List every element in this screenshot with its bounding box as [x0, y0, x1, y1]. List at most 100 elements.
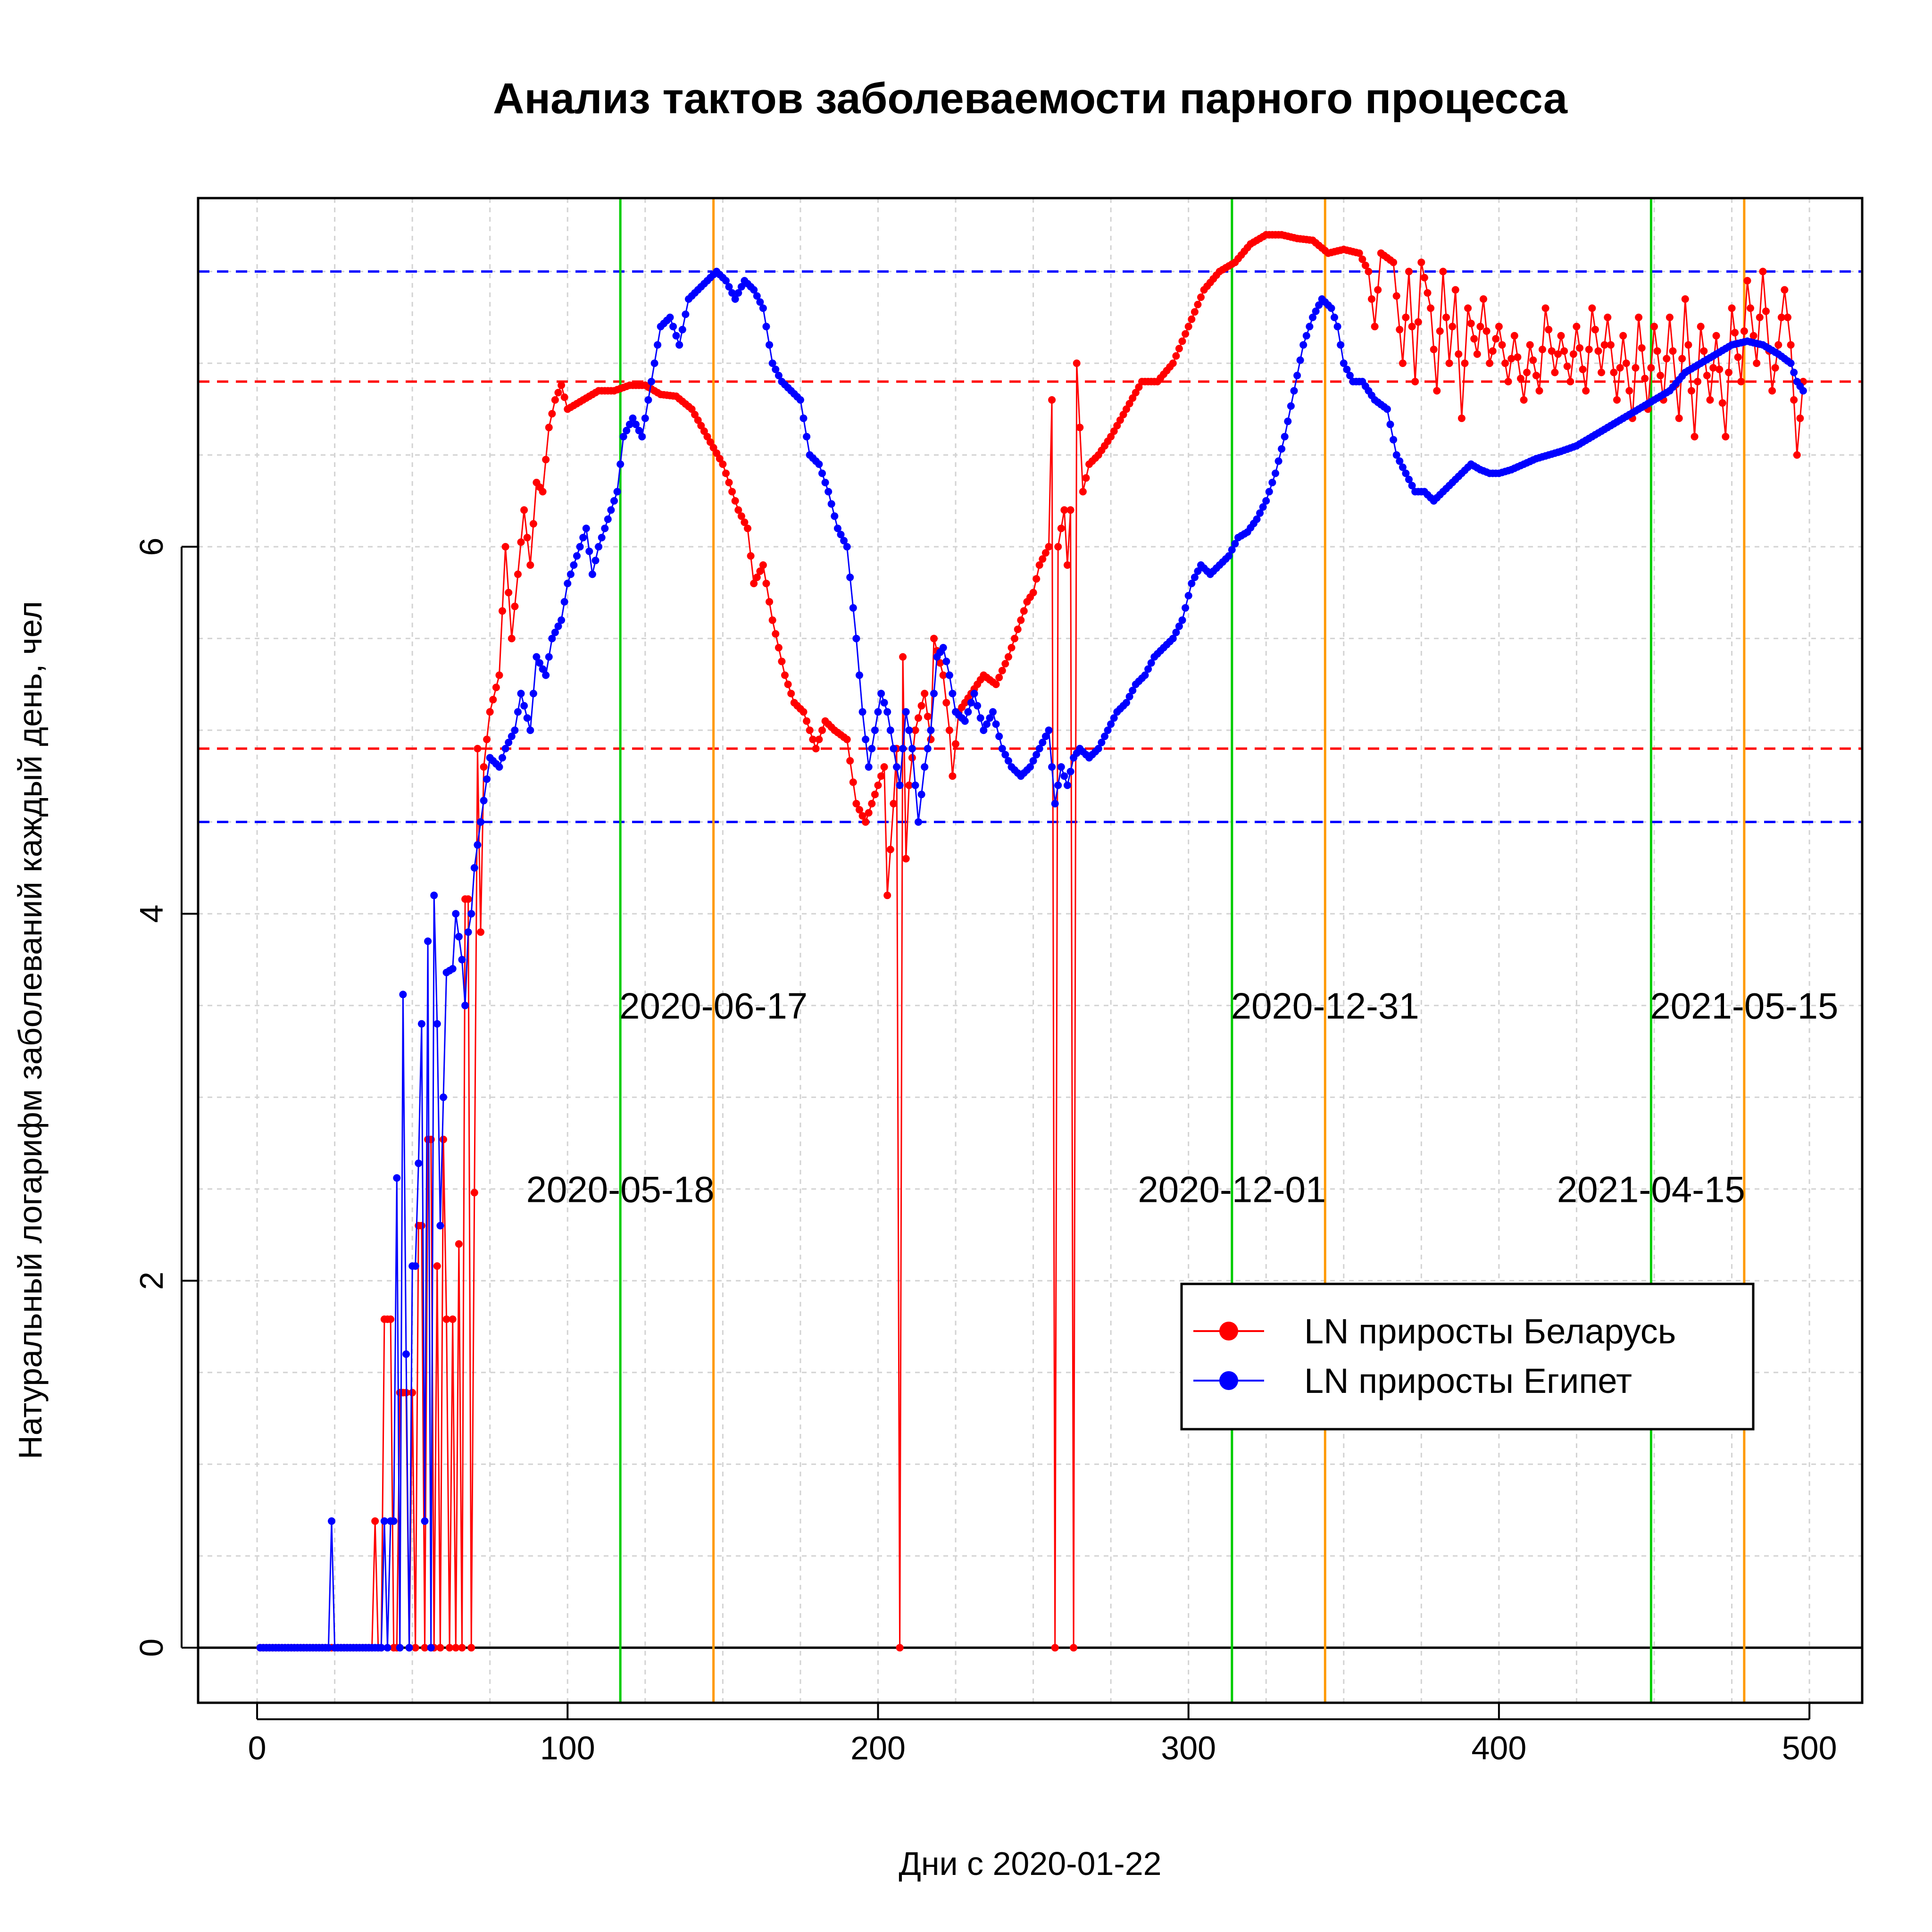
data-point	[1756, 313, 1764, 321]
data-point	[380, 1517, 388, 1525]
data-point	[939, 671, 947, 679]
data-point	[672, 332, 680, 340]
data-point	[1312, 307, 1320, 315]
data-point	[542, 671, 550, 679]
data-point	[915, 714, 922, 722]
data-point	[787, 690, 795, 698]
data-point	[1688, 387, 1695, 395]
grid	[198, 198, 1862, 1703]
data-point	[1759, 267, 1767, 275]
data-point	[902, 855, 910, 863]
data-point	[1681, 295, 1689, 303]
data-point	[591, 557, 600, 565]
data-point	[886, 726, 894, 734]
data-point	[815, 735, 823, 743]
data-point	[383, 1644, 391, 1652]
data-point	[1004, 757, 1012, 765]
data-point	[1408, 482, 1416, 490]
data-point	[1315, 301, 1323, 309]
data-point	[852, 799, 860, 808]
data-point	[470, 864, 478, 872]
data-point	[945, 726, 953, 734]
data-point	[1557, 332, 1565, 340]
data-point	[1041, 733, 1049, 741]
data-point	[1725, 368, 1732, 376]
data-point	[1284, 417, 1292, 425]
data-point	[852, 634, 860, 642]
data-point	[846, 574, 854, 581]
data-point	[424, 937, 432, 945]
data-point	[520, 702, 528, 710]
data-point	[1715, 366, 1724, 374]
legend-item: LN приросты Египет	[1193, 1361, 1632, 1400]
data-point	[1110, 714, 1118, 722]
data-point	[442, 1315, 450, 1323]
data-point	[1411, 378, 1419, 385]
data-point	[917, 702, 925, 710]
data-point	[1520, 396, 1528, 404]
data-point	[402, 1350, 410, 1358]
data-point	[505, 589, 513, 597]
data-point	[536, 659, 543, 667]
data-point	[1480, 295, 1487, 303]
data-point	[1048, 396, 1056, 404]
data-point	[508, 733, 516, 741]
data-point	[803, 717, 811, 725]
data-point	[1489, 347, 1497, 355]
data-point	[725, 283, 733, 291]
data-point	[585, 547, 593, 555]
data-point	[1405, 475, 1413, 483]
data-point	[890, 745, 898, 753]
data-point	[582, 525, 590, 533]
data-point	[1402, 469, 1410, 477]
data-point	[1306, 323, 1314, 331]
data-point	[1666, 313, 1674, 321]
data-point	[396, 1644, 404, 1652]
data-point	[762, 323, 770, 331]
data-point	[809, 735, 817, 743]
y-tick-label: 2	[133, 1272, 170, 1290]
data-point	[766, 598, 774, 606]
data-point	[607, 506, 615, 514]
data-point	[1653, 347, 1661, 355]
data-point	[1287, 402, 1295, 410]
data-point	[799, 708, 808, 716]
data-point	[905, 726, 913, 734]
data-point	[1293, 372, 1301, 380]
data-point	[1396, 457, 1404, 465]
data-point	[623, 426, 631, 434]
legend-box	[1180, 1282, 1755, 1431]
data-point	[1598, 368, 1606, 376]
data-point	[1616, 364, 1624, 372]
data-point	[952, 740, 959, 748]
data-point	[924, 745, 932, 753]
data-point	[523, 714, 531, 722]
data-point	[992, 680, 1000, 688]
data-point	[433, 1020, 441, 1028]
data-point	[564, 580, 572, 587]
data-point	[638, 433, 646, 441]
annotations: 2020-05-18 2020-06-17 2020-12-01 2020-12-31…	[526, 985, 1839, 1210]
data-point	[874, 781, 882, 789]
data-point	[551, 396, 559, 404]
data-point	[511, 726, 519, 734]
data-point	[1731, 329, 1739, 337]
data-point	[1768, 387, 1776, 395]
data-point	[1526, 341, 1534, 349]
data-point	[840, 537, 848, 545]
data-point	[1663, 355, 1671, 363]
data-point	[464, 895, 472, 903]
data-point	[390, 1517, 398, 1525]
data-point	[921, 763, 929, 771]
data-point	[1386, 420, 1394, 428]
data-point	[619, 433, 627, 441]
data-point	[551, 628, 559, 636]
data-point	[1054, 543, 1062, 551]
data-point	[1709, 364, 1717, 372]
data-point	[880, 763, 888, 771]
data-point	[1573, 323, 1581, 331]
data-point	[759, 561, 767, 569]
data-point	[1141, 671, 1149, 679]
data-point	[650, 359, 658, 367]
data-point	[1343, 366, 1351, 374]
